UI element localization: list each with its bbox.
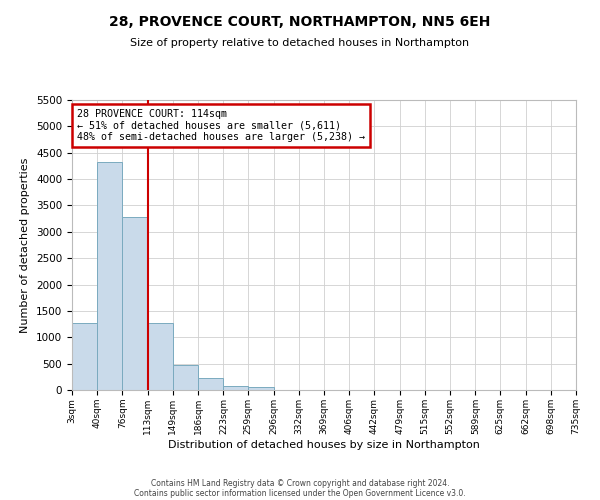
Text: Contains HM Land Registry data © Crown copyright and database right 2024.: Contains HM Land Registry data © Crown c… <box>151 478 449 488</box>
Bar <box>198 378 223 390</box>
Text: Contains public sector information licensed under the Open Government Licence v3: Contains public sector information licen… <box>134 488 466 498</box>
Text: 28, PROVENCE COURT, NORTHAMPTON, NN5 6EH: 28, PROVENCE COURT, NORTHAMPTON, NN5 6EH <box>109 15 491 29</box>
Text: 28 PROVENCE COURT: 114sqm
← 51% of detached houses are smaller (5,611)
48% of se: 28 PROVENCE COURT: 114sqm ← 51% of detac… <box>77 108 365 142</box>
Bar <box>248 388 274 390</box>
Bar <box>148 322 173 390</box>
Bar <box>223 386 248 390</box>
Bar <box>122 216 148 390</box>
Bar <box>72 323 97 390</box>
Text: Size of property relative to detached houses in Northampton: Size of property relative to detached ho… <box>130 38 470 48</box>
Y-axis label: Number of detached properties: Number of detached properties <box>20 158 31 332</box>
X-axis label: Distribution of detached houses by size in Northampton: Distribution of detached houses by size … <box>168 440 480 450</box>
Bar <box>173 364 198 390</box>
Bar <box>97 162 122 390</box>
